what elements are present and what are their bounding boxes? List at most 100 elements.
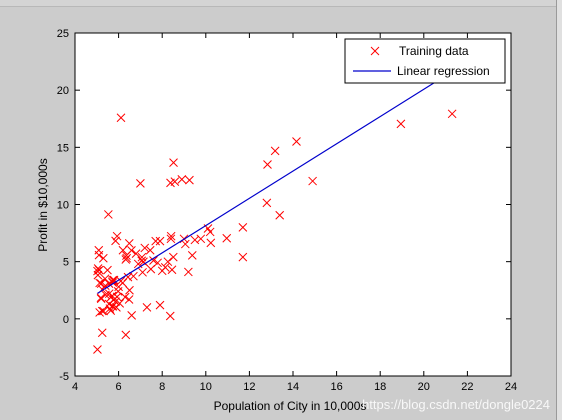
data-point-marker [94, 245, 104, 255]
x-tick-label: 6 [116, 381, 122, 393]
data-point-marker [275, 210, 285, 220]
window-right-edge [556, 0, 562, 420]
data-point-marker [99, 306, 108, 316]
data-point-marker [138, 267, 147, 277]
data-point-marker [116, 113, 126, 123]
data-point-marker [109, 275, 119, 285]
data-point-marker [180, 239, 190, 249]
data-point-marker [93, 345, 102, 354]
regression-line [97, 58, 473, 294]
y-tick-label: -5 [59, 371, 69, 383]
data-point-marker [151, 236, 161, 246]
data-point-marker [163, 257, 173, 267]
data-point-marker [98, 253, 108, 263]
plot-area [75, 33, 511, 376]
data-point-marker [136, 178, 145, 188]
y-tick-label: 0 [63, 314, 69, 326]
data-point-marker [222, 233, 232, 243]
data-point-marker [205, 227, 215, 237]
data-marks [93, 38, 477, 354]
x-tick-label: 18 [374, 381, 386, 393]
y-tick-label: 10 [57, 200, 69, 212]
data-point-marker [96, 293, 106, 303]
x-tick-label: 12 [243, 381, 255, 393]
data-point-marker [292, 137, 301, 146]
data-point-marker [187, 251, 197, 260]
x-tick-label: 20 [418, 381, 430, 393]
data-point-marker [155, 300, 165, 310]
x-tick-label: 10 [200, 381, 212, 393]
data-point-marker [121, 255, 131, 264]
data-point-marker [262, 198, 272, 208]
y-tick-label: 15 [57, 142, 69, 154]
data-point-marker [100, 274, 110, 284]
x-axis-label: Population of City in 10,000s [214, 399, 367, 413]
data-point-marker [139, 257, 148, 267]
data-point-marker [155, 236, 165, 246]
data-point-marker [97, 306, 107, 316]
data-point-marker [103, 265, 112, 275]
data-point-marker [169, 158, 178, 168]
data-point-marker [112, 231, 122, 241]
data-point-marker [93, 266, 102, 276]
window-top-edge [0, 0, 562, 7]
data-point-marker [118, 245, 128, 255]
y-tick-label: 5 [63, 257, 69, 269]
data-point-marker [95, 278, 104, 288]
x-tick-label: 24 [505, 381, 517, 393]
data-point-marker [149, 256, 158, 265]
data-point-marker [93, 264, 103, 273]
data-point-marker [137, 252, 147, 262]
legend-label-training: Training data [399, 44, 469, 58]
data-point-marker [111, 236, 120, 246]
axis-ticks: 4 6 8 10 12 14 16 18 20 22 24 -5 0 5 10 15 20 25 [57, 28, 517, 393]
data-point-marker [121, 330, 131, 340]
data-point-marker [263, 160, 272, 169]
data-point-marker [165, 311, 175, 321]
data-point-marker [129, 271, 138, 281]
data-point-marker [96, 279, 106, 288]
regression-line-group [97, 58, 473, 294]
data-point-marker [270, 146, 280, 156]
data-point-marker [131, 249, 141, 259]
data-point-marker [185, 175, 194, 185]
data-point-marker [145, 245, 155, 255]
y-axis-label: Profit in $10,000s [36, 158, 50, 251]
y-tick-label: 20 [57, 85, 69, 97]
y-tick-label: 25 [57, 28, 69, 40]
data-point-marker [166, 231, 176, 241]
data-point-marker [167, 265, 177, 275]
data-point-marker [396, 119, 406, 129]
data-point-marker [124, 295, 134, 304]
data-point-marker [184, 267, 193, 277]
data-point-marker [93, 270, 103, 280]
data-point-marker [100, 281, 110, 291]
data-point-marker [177, 174, 187, 184]
data-point-marker [190, 235, 200, 245]
data-point-marker [238, 252, 248, 262]
x-tick-label: 16 [330, 381, 342, 393]
data-point-marker [113, 287, 123, 296]
data-point-marker [105, 304, 115, 313]
legend: Training data Linear regression [344, 38, 506, 84]
data-point-marker [308, 176, 317, 186]
x-tick-label: 22 [461, 381, 473, 393]
data-point-marker [125, 285, 134, 295]
data-point-marker [447, 109, 457, 119]
x-tick-label: 14 [287, 381, 299, 393]
data-point-marker [153, 258, 162, 268]
watermark: https://blog.csdn.net/dongle0224 [362, 397, 550, 412]
data-point-marker [170, 177, 180, 186]
data-point-marker [120, 292, 130, 302]
data-point-marker [104, 210, 113, 219]
data-point-marker [101, 290, 110, 300]
data-point-marker [97, 328, 107, 338]
data-point-marker [122, 251, 131, 260]
legend-box [344, 38, 506, 84]
data-point-marker [157, 266, 167, 276]
data-point-marker [238, 223, 248, 232]
data-point-marker [206, 238, 216, 248]
x-tick-label: 8 [159, 381, 165, 393]
